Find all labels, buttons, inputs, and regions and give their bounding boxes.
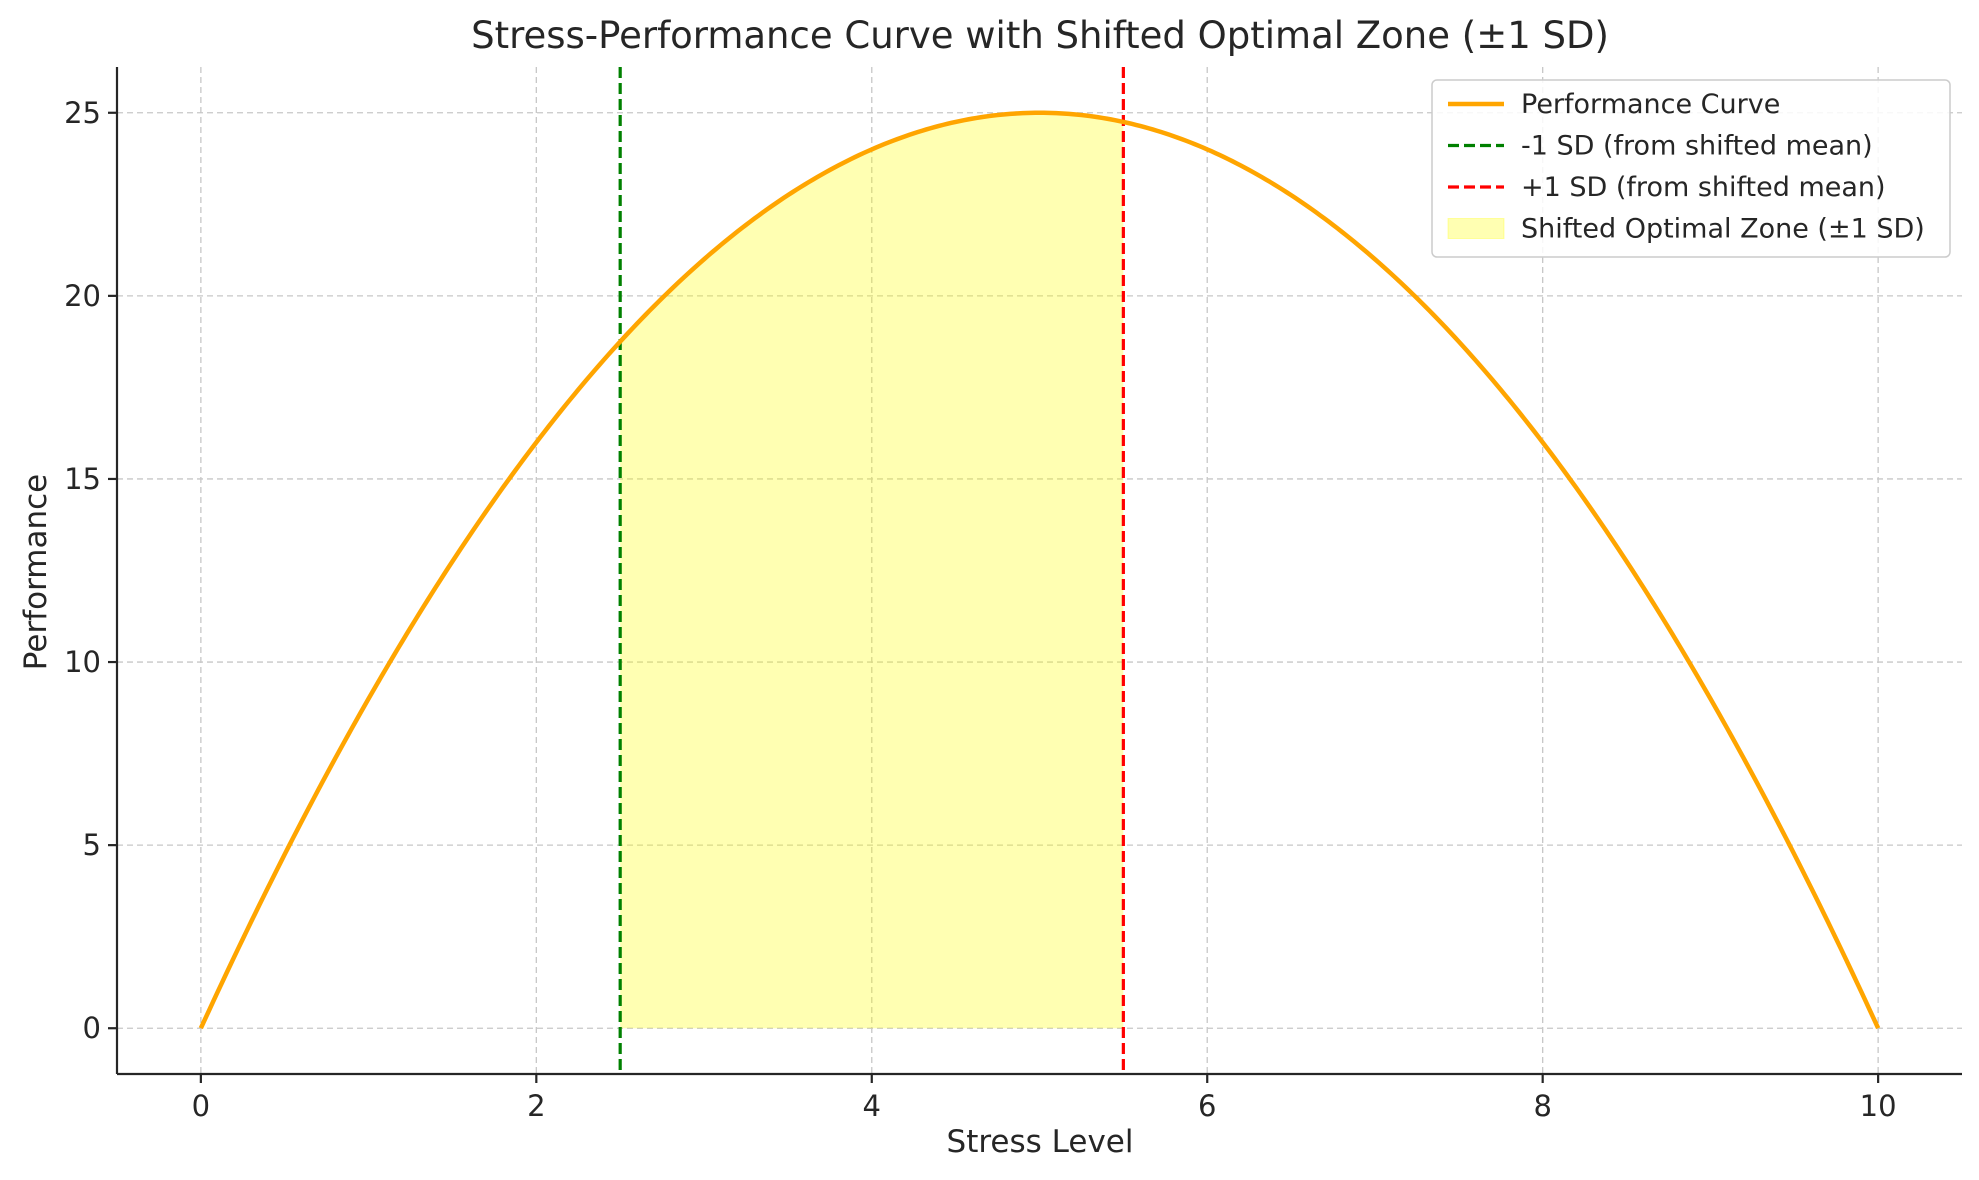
performance-curve-line [198,110,1881,1030]
legend-swatch-zone [1447,218,1505,239]
legend: Performance Curve -1 SD (from shifted mea… [1431,79,1951,258]
axes [115,67,1962,1076]
legend-entries: Performance Curve -1 SD (from shifted mea… [1447,89,1925,245]
optimal-zone-layer [620,112,1124,1029]
curve-layer [198,110,1881,1030]
y-tick-label: 15 [64,462,101,496]
x-tick-label: 0 [192,1089,210,1123]
x-tick-label: 4 [863,1089,881,1123]
chart-title: Stress-Performance Curve with Shifted Op… [471,14,1609,57]
x-tick-label: 6 [1198,1089,1216,1123]
ticks: 0 2 4 6 8 10 0 5 10 15 20 25 [64,96,1896,1123]
legend-label: -1 SD (from shifted mean) [1521,131,1873,162]
x-tick-label: 2 [527,1089,545,1123]
y-axis-label: Performance [18,474,54,670]
y-tick-label: 25 [64,96,101,130]
y-tick-label: 5 [83,828,101,862]
x-axis-label: Stress Level [947,1124,1134,1160]
optimal-zone-fill [620,112,1124,1029]
y-tick-label: 0 [83,1011,101,1045]
y-tick-label: 10 [64,645,101,679]
y-tick-label: 20 [64,279,101,313]
x-tick-label: 8 [1533,1089,1551,1123]
sd-lines [618,67,1125,1074]
legend-label: Shifted Optimal Zone (±1 SD) [1521,214,1925,245]
x-tick-label: 10 [1860,1089,1897,1123]
legend-label: Performance Curve [1521,89,1780,120]
legend-frame [1431,79,1951,258]
legend-label: +1 SD (from shifted mean) [1521,172,1886,203]
